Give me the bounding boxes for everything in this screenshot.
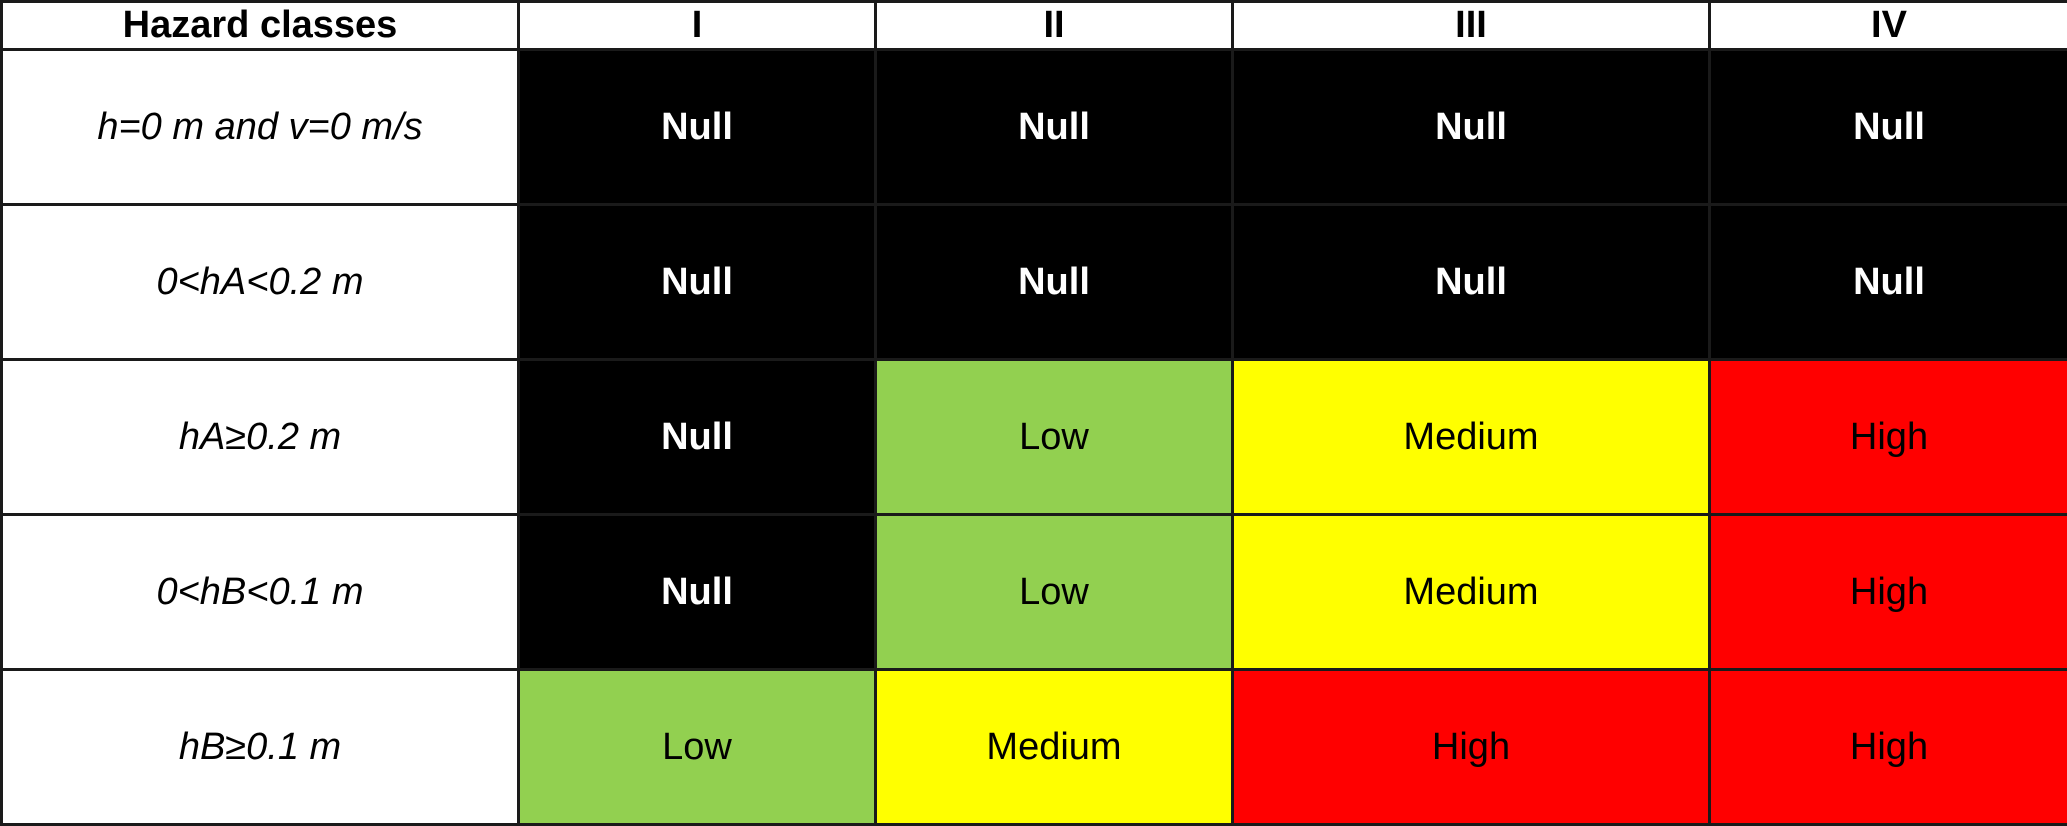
header-hazard-classes: Hazard classes [0,0,520,51]
hazard-level-cell: Null [1708,48,2067,206]
row-label: hB≥0.1 m [0,668,520,826]
row-label: hA≥0.2 m [0,358,520,516]
hazard-level-cell: Null [517,203,877,361]
hazard-level-cell: High [1708,358,2067,516]
hazard-level-cell: Null [1231,48,1711,206]
row-label: 0<hB<0.1 m [0,513,520,671]
header-class-ii: II [874,0,1234,51]
hazard-level-cell: Null [517,358,877,516]
hazard-level-cell: Medium [1231,358,1711,516]
table-row: hB≥0.1 m Low Medium High High [0,668,2067,826]
hazard-level-cell: Null [517,48,877,206]
hazard-level-cell: Low [517,668,877,826]
hazard-level-cell: Medium [874,668,1234,826]
header-class-iii: III [1231,0,1711,51]
hazard-level-cell: Low [874,513,1234,671]
row-label: 0<hA<0.2 m [0,203,520,361]
table-row: h=0 m and v=0 m/s Null Null Null Null [0,48,2067,206]
hazard-level-cell: Null [1708,203,2067,361]
hazard-level-cell: High [1231,668,1711,826]
hazard-level-cell: Null [517,513,877,671]
hazard-level-cell: Medium [1231,513,1711,671]
table-row: 0<hA<0.2 m Null Null Null Null [0,203,2067,361]
header-class-iv: IV [1708,0,2067,51]
hazard-level-cell: Low [874,358,1234,516]
header-row: Hazard classes I II III IV [0,0,2067,51]
hazard-level-cell: High [1708,513,2067,671]
hazard-level-cell: Null [874,48,1234,206]
row-label: h=0 m and v=0 m/s [0,48,520,206]
hazard-level-cell: Null [1231,203,1711,361]
header-class-i: I [517,0,877,51]
table-row: hA≥0.2 m Null Low Medium High [0,358,2067,516]
hazard-level-cell: High [1708,668,2067,826]
table-row: 0<hB<0.1 m Null Low Medium High [0,513,2067,671]
hazard-level-cell: Null [874,203,1234,361]
